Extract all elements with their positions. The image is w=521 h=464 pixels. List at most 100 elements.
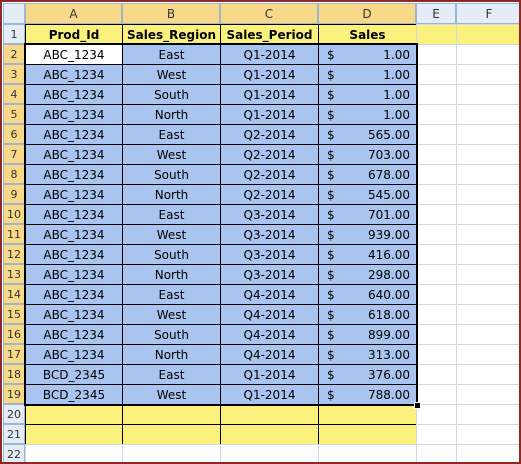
column-header[interactable]: E	[416, 3, 456, 24]
cell[interactable]: Q4-2014	[220, 304, 319, 325]
row-header[interactable]: 15	[3, 304, 25, 324]
cell[interactable]	[122, 444, 221, 462]
column-header[interactable]: C	[220, 3, 318, 24]
cell[interactable]	[416, 84, 457, 105]
row-header[interactable]: 13	[3, 264, 25, 284]
cell[interactable]	[456, 84, 519, 105]
cell[interactable]: East	[122, 284, 221, 305]
cell[interactable]: $618.00	[318, 304, 417, 325]
cell[interactable]	[456, 364, 519, 385]
cell[interactable]: East	[122, 44, 221, 65]
cell[interactable]	[416, 344, 457, 365]
cell[interactable]	[416, 264, 457, 285]
cell[interactable]: ABC_1234	[25, 44, 123, 65]
cell[interactable]	[456, 64, 519, 85]
cell[interactable]: West	[122, 224, 221, 245]
cell[interactable]	[456, 424, 519, 445]
cell[interactable]	[416, 424, 457, 445]
row-header[interactable]: 5	[3, 104, 25, 124]
cell[interactable]	[220, 444, 319, 462]
row-header[interactable]: 18	[3, 364, 25, 384]
cell[interactable]	[416, 104, 457, 125]
cell[interactable]	[122, 404, 221, 425]
row-header[interactable]: 3	[3, 64, 25, 84]
cell[interactable]	[416, 144, 457, 165]
cell[interactable]	[416, 404, 457, 425]
cell[interactable]: Sales_Period	[220, 24, 319, 45]
row-header[interactable]: 4	[3, 84, 25, 104]
cell[interactable]	[416, 24, 457, 45]
cell[interactable]: ABC_1234	[25, 184, 123, 205]
cell[interactable]	[456, 444, 519, 462]
cell[interactable]: $1.00	[318, 44, 417, 65]
cell[interactable]	[416, 224, 457, 245]
cell[interactable]: $1.00	[318, 104, 417, 125]
row-header[interactable]: 10	[3, 204, 25, 224]
column-header[interactable]: A	[25, 3, 122, 24]
cell[interactable]	[122, 424, 221, 445]
cell[interactable]: $376.00	[318, 364, 417, 385]
cell[interactable]: BCD_2345	[25, 384, 123, 405]
cell[interactable]: $298.00	[318, 264, 417, 285]
cell[interactable]: ABC_1234	[25, 324, 123, 345]
cell[interactable]: East	[122, 364, 221, 385]
row-header[interactable]: 1	[3, 24, 25, 44]
cell[interactable]	[25, 404, 123, 425]
cell[interactable]: Q2-2014	[220, 184, 319, 205]
cell[interactable]	[416, 44, 457, 65]
cell[interactable]: ABC_1234	[25, 124, 123, 145]
cell[interactable]: North	[122, 344, 221, 365]
cell[interactable]: Q1-2014	[220, 64, 319, 85]
cell[interactable]: BCD_2345	[25, 364, 123, 385]
column-header[interactable]: D	[318, 3, 416, 24]
cell[interactable]: West	[122, 64, 221, 85]
cell[interactable]: Q1-2014	[220, 44, 319, 65]
cell[interactable]: Q3-2014	[220, 224, 319, 245]
cell[interactable]	[416, 364, 457, 385]
cell[interactable]	[456, 144, 519, 165]
row-header[interactable]: 14	[3, 284, 25, 304]
cell[interactable]: Q1-2014	[220, 364, 319, 385]
cell[interactable]	[416, 284, 457, 305]
cell[interactable]: ABC_1234	[25, 84, 123, 105]
cell[interactable]	[416, 384, 457, 405]
cell[interactable]: ABC_1234	[25, 304, 123, 325]
cell[interactable]: ABC_1234	[25, 104, 123, 125]
fill-handle[interactable]	[414, 402, 421, 409]
row-header[interactable]: 9	[3, 184, 25, 204]
row-header[interactable]: 21	[3, 424, 25, 444]
cell[interactable]: Q2-2014	[220, 144, 319, 165]
cell[interactable]: Q1-2014	[220, 84, 319, 105]
cell[interactable]	[456, 24, 519, 45]
cell[interactable]: North	[122, 104, 221, 125]
cell[interactable]	[456, 384, 519, 405]
cell[interactable]	[456, 324, 519, 345]
row-header[interactable]: 11	[3, 224, 25, 244]
cell[interactable]: Q4-2014	[220, 344, 319, 365]
select-all[interactable]	[3, 3, 25, 24]
cell[interactable]: Q3-2014	[220, 244, 319, 265]
row-header[interactable]: 20	[3, 404, 25, 424]
row-header[interactable]: 2	[3, 44, 25, 64]
cell[interactable]	[416, 244, 457, 265]
cell[interactable]: ABC_1234	[25, 244, 123, 265]
row-header[interactable]: 17	[3, 344, 25, 364]
cell[interactable]: $701.00	[318, 204, 417, 225]
row-header[interactable]: 7	[3, 144, 25, 164]
cell[interactable]	[25, 444, 123, 462]
row-header[interactable]: 22	[3, 444, 25, 462]
cell[interactable]: South	[122, 164, 221, 185]
cell[interactable]	[456, 264, 519, 285]
cell[interactable]	[416, 204, 457, 225]
cell[interactable]: Sales_Region	[122, 24, 221, 45]
row-header[interactable]: 6	[3, 124, 25, 144]
cell[interactable]: $703.00	[318, 144, 417, 165]
column-header[interactable]: B	[122, 3, 220, 24]
cell[interactable]: Q2-2014	[220, 124, 319, 145]
cell[interactable]: ABC_1234	[25, 144, 123, 165]
cell[interactable]: $565.00	[318, 124, 417, 145]
cell[interactable]: West	[122, 304, 221, 325]
cell[interactable]: $1.00	[318, 64, 417, 85]
cell[interactable]	[456, 244, 519, 265]
cell[interactable]: South	[122, 324, 221, 345]
